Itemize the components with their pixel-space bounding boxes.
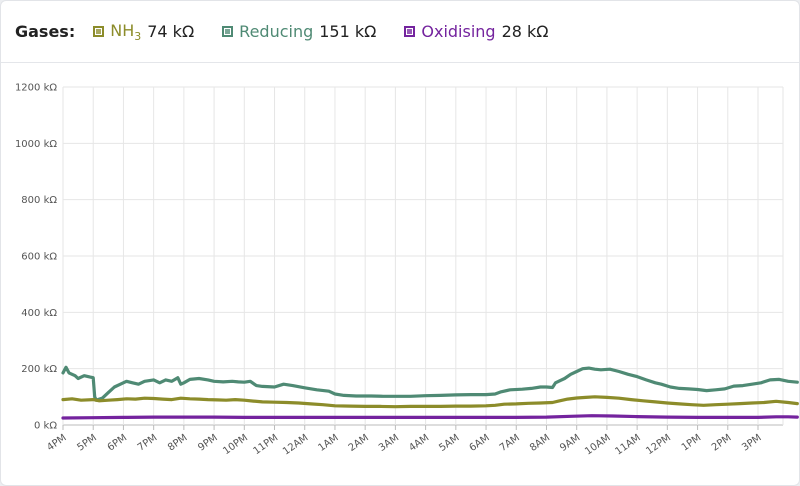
x-tick-label: 12PM xyxy=(644,432,673,457)
x-tick-label: 11PM xyxy=(251,432,280,457)
y-tick-label: 600 kΩ xyxy=(21,252,57,263)
x-tick-label: 10PM xyxy=(221,432,250,457)
x-tick-label: 7AM xyxy=(498,432,522,454)
series-line-nh3 xyxy=(61,395,799,409)
y-tick-label: 1200 kΩ xyxy=(15,83,57,94)
x-tick-label: 3AM xyxy=(377,432,401,454)
y-tick-label: 800 kΩ xyxy=(21,195,57,206)
legend-item-nh3[interactable]: NH3 74 kΩ xyxy=(93,21,194,43)
x-tick-label: 4AM xyxy=(407,432,431,454)
x-tick-label: 11AM xyxy=(613,432,642,457)
x-tick-label: 6PM xyxy=(106,432,130,453)
legend-bar: Gases: NH3 74 kΩ Reducing 151 kΩ Oxidisi… xyxy=(1,1,799,63)
x-tick-label: 12AM xyxy=(281,432,310,457)
legend-item-oxidising[interactable]: Oxidising 28 kΩ xyxy=(404,22,549,41)
x-tick-label: 2PM xyxy=(710,432,734,453)
x-tick-label: 3PM xyxy=(740,432,764,453)
x-tick-label: 1PM xyxy=(680,432,704,453)
x-tick-label: 7PM xyxy=(136,432,160,453)
legend-swatch-nh3 xyxy=(93,26,105,37)
y-tick-label: 1000 kΩ xyxy=(15,139,57,150)
x-tick-label: 2AM xyxy=(347,432,371,454)
legend-value-oxidising: 28 kΩ xyxy=(501,22,549,41)
legend-item-reducing[interactable]: Reducing 151 kΩ xyxy=(222,22,376,41)
x-tick-label: 5AM xyxy=(437,432,461,454)
x-tick-label: 10AM xyxy=(583,432,612,457)
legend-swatch-oxidising xyxy=(404,26,416,37)
x-tick-label: 5PM xyxy=(75,432,99,453)
legend-name-oxidising: Oxidising xyxy=(421,22,496,41)
legend-title: Gases: xyxy=(15,22,76,41)
x-tick-label: 8AM xyxy=(528,432,552,454)
series-line-reducing xyxy=(61,365,799,402)
legend-name-nh3: NH3 xyxy=(110,20,142,43)
y-tick-label: 400 kΩ xyxy=(21,308,57,319)
series-line-oxidising xyxy=(61,414,799,420)
line-chart: 0 kΩ 200 kΩ 400 kΩ 600 kΩ 800 kΩ 1000 kΩ 1200 … xyxy=(15,83,799,458)
x-tick-label: 9AM xyxy=(558,432,582,454)
legend-value-nh3: 74 kΩ xyxy=(147,22,195,41)
x-tick-label: 4PM xyxy=(45,432,69,453)
x-tick-label: 9PM xyxy=(196,432,220,453)
y-tick-label: 200 kΩ xyxy=(21,364,57,375)
x-tick-label: 1AM xyxy=(316,432,340,454)
x-tick-label: 8PM xyxy=(166,432,190,453)
legend-swatch-reducing xyxy=(222,26,234,37)
legend-value-reducing: 151 kΩ xyxy=(319,22,377,41)
legend-name-reducing: Reducing xyxy=(239,22,314,41)
x-tick-label: 6AM xyxy=(468,432,492,454)
y-tick-label: 0 kΩ xyxy=(34,421,57,432)
